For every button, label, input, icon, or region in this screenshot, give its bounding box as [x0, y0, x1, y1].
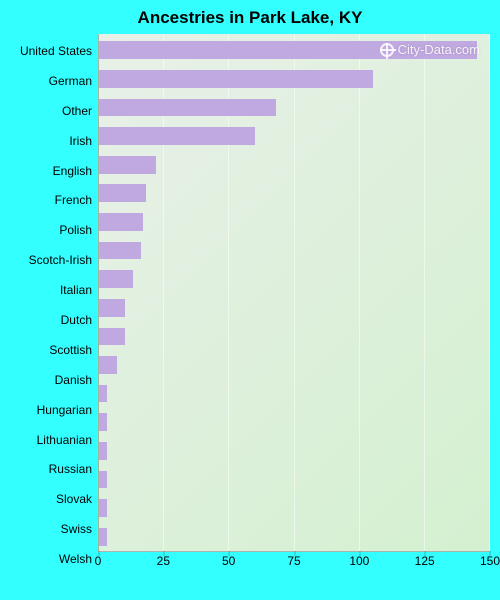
y-label: Other — [10, 96, 98, 126]
y-label: Hungarian — [10, 395, 98, 425]
bar — [99, 528, 107, 546]
y-label: Danish — [10, 365, 98, 395]
bar-row — [99, 494, 490, 523]
bar — [99, 328, 125, 346]
bar — [99, 413, 107, 431]
globe-icon — [380, 43, 394, 57]
y-label: Dutch — [10, 305, 98, 335]
bar-row — [99, 408, 490, 437]
bar — [99, 213, 143, 231]
y-label: Russian — [10, 454, 98, 484]
y-label: German — [10, 66, 98, 96]
chart-title: Ancestries in Park Lake, KY — [10, 8, 490, 28]
plot-column: City-Data.com 0255075100125150 — [98, 34, 490, 574]
chart-body: United StatesGermanOtherIrishEnglishFren… — [10, 34, 490, 574]
bars — [99, 34, 490, 551]
bar-row — [99, 236, 490, 265]
y-label: Lithuanian — [10, 425, 98, 455]
chart-container: Ancestries in Park Lake, KY United State… — [0, 0, 500, 600]
x-tick-label: 50 — [222, 554, 235, 568]
y-label: Irish — [10, 126, 98, 156]
x-tick-label: 100 — [349, 554, 369, 568]
x-tick-label: 25 — [157, 554, 170, 568]
bar — [99, 184, 146, 202]
y-axis-labels: United StatesGermanOtherIrishEnglishFren… — [10, 34, 98, 574]
x-tick-label: 150 — [480, 554, 500, 568]
bar-row — [99, 122, 490, 151]
bar-row — [99, 351, 490, 380]
plot-area: City-Data.com — [98, 34, 490, 552]
bar — [99, 156, 156, 174]
bar-row — [99, 522, 490, 551]
y-label: Scottish — [10, 335, 98, 365]
bar — [99, 270, 133, 288]
bar — [99, 99, 276, 117]
bar-row — [99, 465, 490, 494]
bar — [99, 499, 107, 517]
bar-row — [99, 265, 490, 294]
bar — [99, 242, 141, 260]
x-tick-label: 125 — [415, 554, 435, 568]
y-label: French — [10, 185, 98, 215]
bar — [99, 442, 107, 460]
bar-row — [99, 293, 490, 322]
watermark-text: City-Data.com — [398, 42, 480, 57]
x-tick-label: 75 — [287, 554, 300, 568]
y-label: Polish — [10, 215, 98, 245]
y-label: Slovak — [10, 484, 98, 514]
bar — [99, 70, 373, 88]
bar — [99, 356, 117, 374]
bar — [99, 299, 125, 317]
bar — [99, 127, 255, 145]
bar-row — [99, 437, 490, 466]
x-tick-label: 0 — [95, 554, 102, 568]
bar-row — [99, 93, 490, 122]
bar-row — [99, 379, 490, 408]
y-label: English — [10, 156, 98, 186]
y-label: Swiss — [10, 514, 98, 544]
y-label: United States — [10, 36, 98, 66]
bar — [99, 471, 107, 489]
bar-row — [99, 65, 490, 94]
bar-row — [99, 208, 490, 237]
bar-row — [99, 150, 490, 179]
x-axis: 0255075100125150 — [98, 552, 490, 574]
y-label: Italian — [10, 275, 98, 305]
bar-row — [99, 179, 490, 208]
bar — [99, 385, 107, 403]
y-label: Welsh — [10, 544, 98, 574]
watermark: City-Data.com — [380, 42, 480, 57]
bar-row — [99, 322, 490, 351]
y-label: Scotch-Irish — [10, 245, 98, 275]
